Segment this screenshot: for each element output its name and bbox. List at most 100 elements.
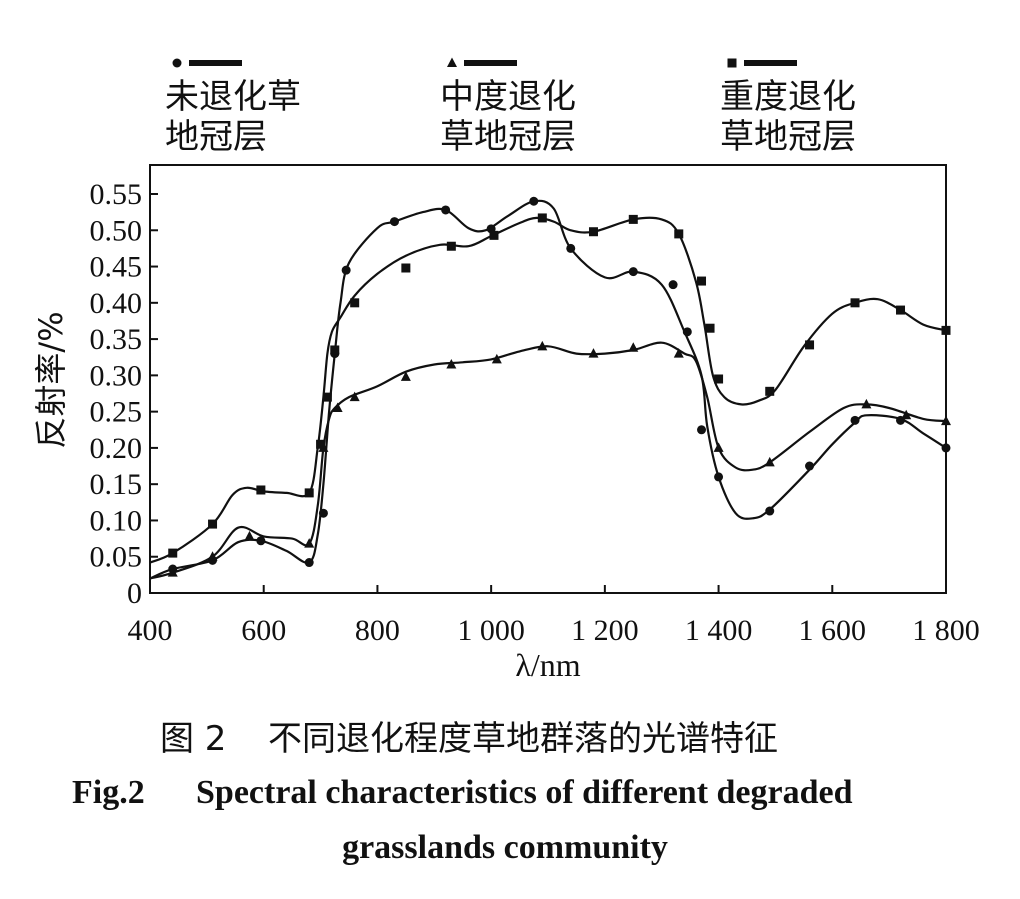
x-axis-label: λ/nm [515,647,580,683]
data-point-square [628,214,638,224]
data-point-square [805,340,815,350]
data-point-triangle [673,348,684,358]
data-point-square [705,323,715,333]
legend-marker-triangle [447,57,457,67]
data-point-square [588,227,598,237]
data-point-circle [529,196,539,206]
caption-cn-text: 不同退化程度草地群落的光谱特征 [268,719,778,759]
data-point-circle [441,205,451,215]
data-point-square [896,305,906,315]
data-point-square [714,374,724,384]
data-point-triangle [207,551,218,561]
data-point-circle [714,472,724,482]
data-point-triangle [491,353,502,364]
legend-label-line1: 重度退化 [720,77,856,117]
data-point-triangle [332,402,343,413]
data-point-triangle [537,340,548,351]
x-tick-label: 800 [355,614,400,647]
x-tick-label: 1 800 [912,614,980,647]
data-point-square [446,241,456,251]
data-point-square [208,519,218,529]
data-point-circle [850,415,860,425]
y-tick-label: 0.45 [90,251,143,284]
x-tick-label: 400 [128,614,173,647]
legend-marker-circle [172,58,182,68]
x-tick-label: 1 000 [457,614,525,647]
data-point-square [168,548,178,558]
series-markers [167,196,951,577]
y-axis: 00.05 0.100.150.200.25 0.300.350.400.45 0.5… [90,178,158,610]
data-point-triangle [244,530,255,541]
y-tick-label: 0.20 [90,432,143,465]
legend-label-line2: 地冠层 [165,117,267,157]
data-point-triangle [764,456,775,467]
y-tick-label: 0.15 [90,468,143,501]
x-tick-label: 1 600 [799,614,867,647]
x-tick-label: 600 [241,614,286,647]
series-line-square [149,216,947,564]
data-point-circle [341,265,351,275]
x-axis: 400 600 800 1 000 1 200 1 400 1 600 1 800 [128,585,980,647]
data-point-circle [318,508,328,518]
data-point-square [350,298,360,308]
data-point-circle [566,243,576,253]
caption: 图 2 不同退化程度草地群落的光谱特征 Fig.2 Spectral chara… [72,719,853,866]
data-point-triangle [400,371,411,381]
data-point-square [537,213,547,223]
legend-label-line2: 草地冠层 [440,117,576,157]
data-point-square [304,488,314,498]
legend-label-line2: 草地冠层 [720,117,856,157]
data-point-square [697,276,707,286]
y-tick-label: 0.30 [90,359,143,392]
legend-label-line1: 未退化草 [165,77,301,117]
data-point-square [330,345,340,355]
data-point-triangle [628,342,639,352]
y-tick-label: 0 [127,577,142,610]
legend-marker-square [727,58,737,68]
data-point-square [489,230,499,240]
y-axis-label: 反射率/% [32,311,70,448]
y-tick-label: 0.10 [90,504,143,537]
data-point-square [401,263,411,273]
x-tick-label: 1 400 [685,614,753,647]
y-tick-label: 0.05 [90,541,143,574]
caption-en-label: Fig.2 [72,774,145,811]
data-point-triangle [588,348,599,358]
data-point-triangle [713,442,724,452]
series-line-circle [149,199,947,580]
data-point-circle [628,267,638,277]
data-point-circle [668,280,678,290]
legend-label-line1: 中度退化 [440,77,576,117]
data-point-triangle [349,391,360,402]
data-point-circle [941,443,951,453]
data-point-circle [765,506,775,516]
y-tick-label: 0.50 [90,214,143,247]
data-point-square [322,392,332,402]
data-point-circle [697,425,707,435]
data-point-circle [682,327,692,337]
data-point-square [256,485,266,495]
data-point-square [765,386,775,396]
y-tick-label: 0.25 [90,396,143,429]
data-point-square [674,229,684,239]
caption-cn-label: 图 2 [160,719,226,759]
data-point-square [316,439,326,449]
caption-en-line2: grasslands community [342,829,668,866]
plot-frame [149,164,947,594]
data-point-triangle [901,409,912,420]
data-point-triangle [304,538,315,548]
y-tick-label: 0.40 [90,287,143,320]
data-point-triangle [941,415,951,426]
caption-en-line1: Spectral characteristics of different de… [196,774,853,811]
data-point-triangle [167,567,178,577]
data-point-square [850,298,860,308]
y-tick-label: 0.35 [90,323,143,356]
data-point-circle [805,461,815,471]
y-tick-label: 0.55 [90,178,143,211]
data-point-circle [304,558,314,568]
data-point-circle [256,536,266,546]
